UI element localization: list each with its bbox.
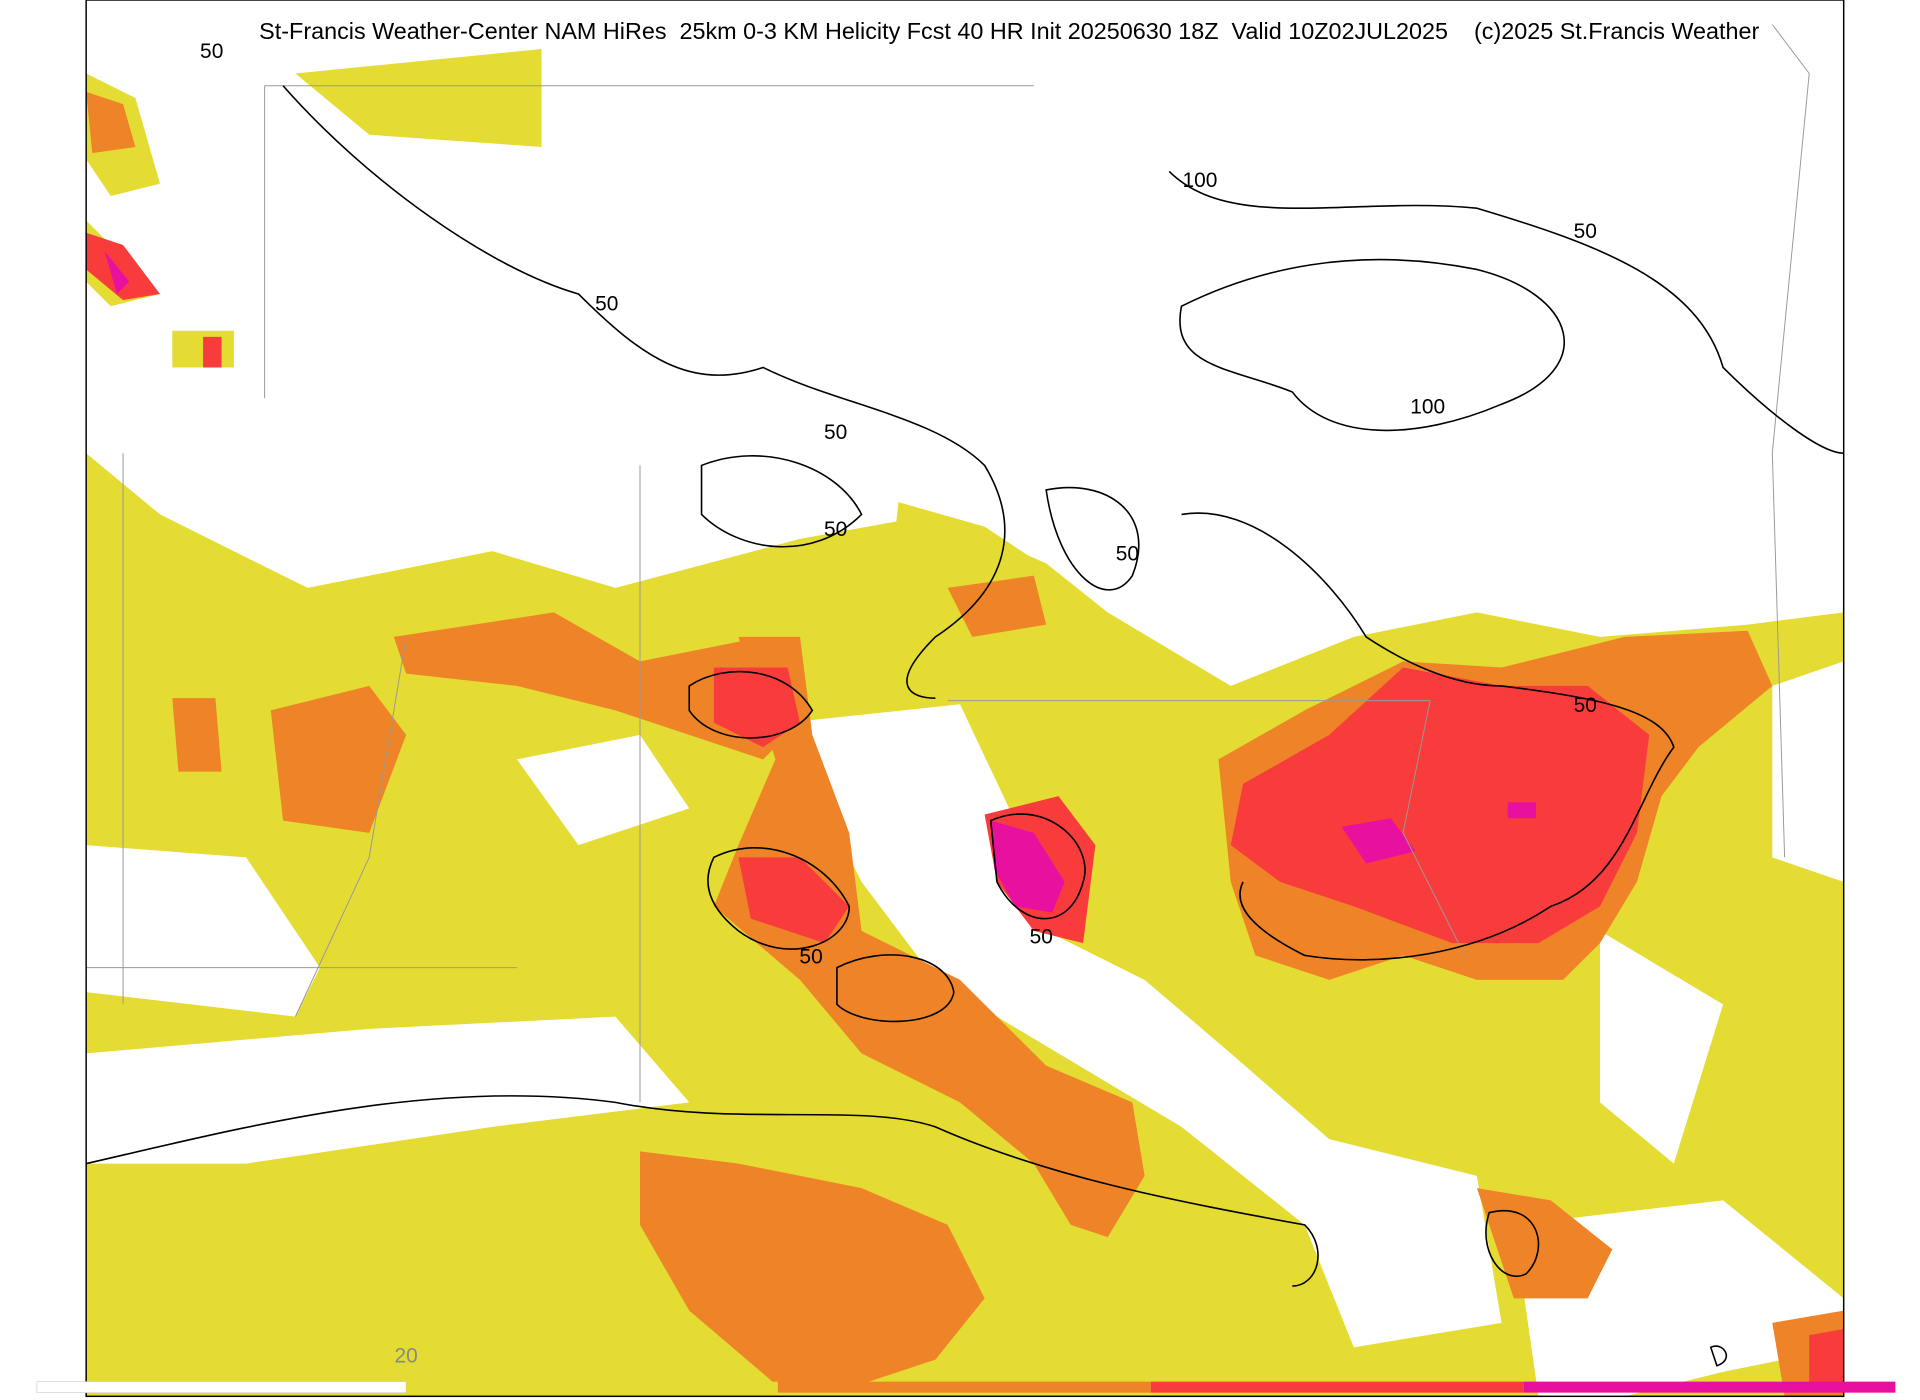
red-area — [86, 232, 1844, 1391]
coastline — [85, 1095, 1319, 1287]
contour-line — [1485, 1209, 1728, 1367]
contours — [85, 85, 1844, 1367]
map-frame — [85, 0, 1845, 1398]
colorbar-segment — [1523, 1381, 1896, 1393]
colorbar-segment — [777, 1381, 1151, 1393]
contour-label: 100 — [1183, 169, 1218, 192]
contour-label: 50 — [595, 293, 618, 316]
contour-label: 100 — [1410, 395, 1445, 418]
contour-line — [1168, 170, 1844, 454]
shading — [86, 48, 1844, 1397]
contour-line — [700, 455, 1140, 591]
contour-label: 50 — [1574, 694, 1597, 717]
contour-labels: 50 100 50 50 100 50 50 50 50 50 50 — [200, 40, 1597, 968]
contour-label: 50 — [1574, 220, 1597, 243]
colorbar-segment — [1150, 1381, 1524, 1393]
contour-line — [1179, 258, 1565, 432]
colorbar-label: 20 — [395, 1345, 418, 1368]
contour-label: 50 — [824, 421, 847, 444]
contour-label: 50 — [1116, 542, 1139, 565]
borders — [86, 24, 1810, 1103]
white-area — [86, 661, 1844, 1397]
contour-line — [282, 85, 1006, 699]
contour-label: 50 — [799, 945, 822, 968]
contour-label: 50 — [824, 518, 847, 541]
colorbar: 20 — [36, 1345, 1896, 1393]
contour-label: 50 — [200, 40, 223, 63]
border-line — [86, 24, 1810, 1103]
contour-label: 50 — [1030, 926, 1053, 949]
contour-line — [688, 670, 1086, 1023]
contour-line — [1181, 512, 1675, 961]
colorbar-segment — [406, 1381, 778, 1393]
magenta-area — [104, 251, 1537, 913]
colorbar-segment — [36, 1381, 407, 1393]
map-title: St-Francis Weather-Center NAM HiRes 25km… — [259, 18, 1759, 44]
